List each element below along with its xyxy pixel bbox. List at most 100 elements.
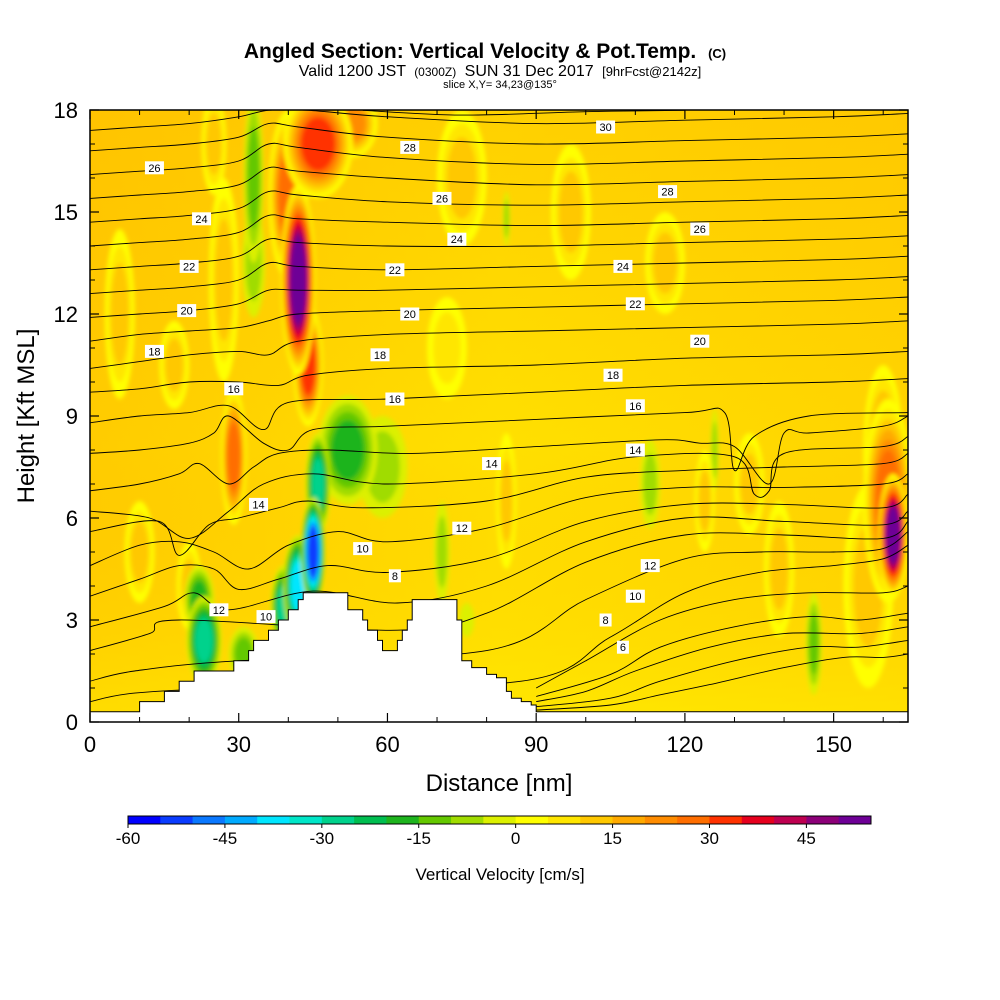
y-tick-label: 15	[54, 200, 78, 225]
velocity-cell	[301, 117, 335, 171]
contour-label-box	[447, 232, 467, 246]
velocity-cell	[307, 527, 319, 577]
contour-label-box	[144, 161, 164, 175]
contour-label-box	[192, 212, 212, 226]
svg-text:Angled Section: Vertical Veloc: Angled Section: Vertical Velocity & Pot.…	[244, 40, 726, 63]
subtitle-utc: (0300Z)	[414, 65, 456, 79]
contour-label-box	[432, 191, 452, 205]
theta-contour	[90, 350, 908, 393]
contour-label-box	[625, 443, 645, 457]
velocity-cell	[110, 263, 129, 365]
contour-label: 26	[436, 193, 448, 205]
theta-contour	[535, 585, 908, 689]
velocity-cell	[740, 453, 759, 515]
theta-contour	[90, 214, 908, 247]
title-mark: (C)	[708, 46, 726, 61]
colorbar-swatch	[418, 816, 452, 824]
theta-contour	[536, 653, 908, 711]
contour-label: 22	[389, 265, 401, 277]
colorbar-swatch	[257, 816, 291, 824]
y-axis-title: Height [Kft MSL]	[13, 329, 40, 504]
contour-label-box	[690, 222, 710, 236]
colorbar-swatch	[192, 816, 226, 824]
y-tick-label: 9	[66, 404, 78, 429]
colorbar-swatch	[677, 816, 710, 824]
contour-label-box	[388, 569, 401, 583]
contour-label-box	[249, 497, 269, 511]
colorbar-swatch	[709, 816, 743, 824]
contour-label-box	[482, 457, 502, 471]
contour-label-box	[616, 640, 629, 654]
colorbar-swatch	[354, 816, 387, 824]
contour-label: 12	[644, 561, 656, 573]
x-tick-label: 0	[84, 732, 96, 757]
colorbar-swatch	[547, 816, 581, 824]
theta-contour	[90, 435, 908, 539]
theta-contour	[90, 415, 908, 492]
contour-label: 20	[694, 336, 706, 348]
velocity-cell	[711, 421, 718, 479]
slice-text: slice X,Y= 34,23@135°	[443, 79, 557, 91]
contour-label: 20	[404, 309, 416, 321]
plot-area: 26 24 22 20 18 16 14 12 10 28 26 24 22 20 18 16 14 12 10 8 3…	[90, 110, 908, 722]
contour-label-box	[400, 307, 420, 321]
contour-label: 10	[357, 544, 369, 556]
contour-labels: 26 24 22 20 18 16 14 12 10 28 26 24 22 20 18 16 14 12 10 8 3…	[144, 120, 710, 654]
contour-label-box	[625, 399, 645, 413]
contour-label: 10	[260, 612, 272, 624]
theta-contour	[90, 510, 908, 628]
contour-label-box	[370, 348, 390, 362]
colorbar-tick-label: -60	[116, 829, 141, 848]
contour-label-box	[353, 542, 373, 556]
x-tick-label: 90	[524, 732, 548, 757]
contour-label: 28	[404, 142, 416, 154]
theta-contour	[90, 255, 908, 295]
velocity-cell	[653, 232, 677, 294]
contour-label-box	[400, 140, 420, 154]
contour-label-box	[144, 344, 164, 358]
contour-label: 26	[694, 224, 706, 236]
velocity-cell	[809, 613, 819, 675]
velocity-cell	[436, 516, 448, 588]
contour-label: 24	[195, 214, 207, 226]
contour-label: 18	[374, 350, 386, 362]
colorbar-swatch	[128, 816, 161, 824]
colorbar-swatch	[289, 816, 323, 824]
velocity-cell	[311, 458, 325, 510]
x-axis: 0 30 60 90 120 150	[84, 110, 884, 757]
contour-label-box	[224, 382, 244, 396]
colorbar-tick-label: -45	[213, 829, 238, 848]
velocity-cell	[698, 470, 711, 532]
theta-contour	[90, 320, 908, 369]
contour-label: 8	[392, 571, 398, 583]
colorbar-frame	[127, 815, 872, 825]
subtitle-forecast: [9hrFcst@2142z]	[602, 64, 701, 79]
velocity-cell	[165, 338, 184, 392]
contour-label-box	[613, 259, 633, 273]
contour-label-box	[690, 334, 710, 348]
colorbar-swatch	[806, 816, 840, 824]
theta-contour	[90, 452, 908, 556]
colorbar-tick-label: -30	[310, 829, 335, 848]
theta-contours	[90, 110, 908, 711]
colorbar-swatch	[386, 816, 420, 824]
contour-label-box	[256, 610, 276, 624]
theta-contour	[90, 166, 908, 199]
velocity-cell	[331, 420, 365, 480]
colorbar-swatch	[451, 816, 484, 824]
velocity-cell	[214, 218, 233, 342]
theta-contour	[90, 407, 908, 471]
x-tick-label: 150	[815, 732, 852, 757]
colorbar-tick-label: 15	[603, 829, 622, 848]
x-axis-title: Distance [nm]	[426, 770, 573, 797]
colorbar-swatch	[515, 816, 549, 824]
colorbar-swatch	[774, 816, 807, 824]
subtitle-date: SUN 31 Dec 2017	[465, 63, 594, 80]
colorbar-title: Vertical Velocity [cm/s]	[415, 865, 584, 884]
velocity-cell	[770, 528, 789, 610]
contour-label: 14	[252, 499, 264, 511]
velocity-cell	[247, 127, 260, 229]
x-tick-label: 120	[667, 732, 704, 757]
colorbar-swatch	[838, 816, 872, 824]
y-tick-label: 6	[66, 506, 78, 531]
